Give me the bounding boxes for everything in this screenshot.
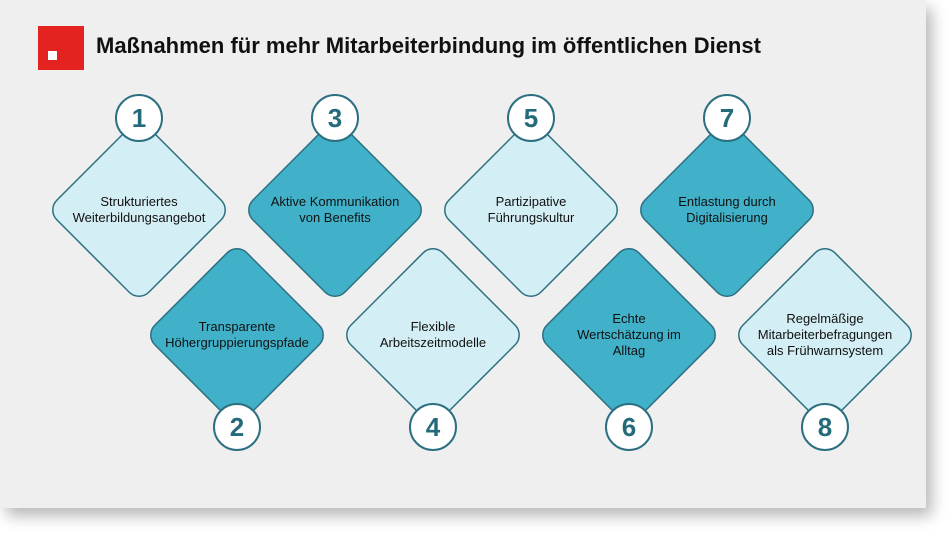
measure-label-line: Transparente [199, 319, 276, 334]
measure-label-line: Wertschätzung im [577, 327, 681, 342]
measure-diamond [542, 248, 716, 422]
measure-number: 3 [328, 103, 342, 133]
measure-label-line: Weiterbildungsangebot [73, 210, 206, 225]
measure-label-line: Führungskultur [488, 210, 575, 225]
measure-diamond [248, 123, 422, 297]
measure-diamond [444, 123, 618, 297]
measure-number: 8 [818, 412, 832, 442]
brand-logo [38, 26, 84, 70]
measure-number: 4 [426, 412, 441, 442]
page-title: Maßnahmen für mehr Mitarbeiterbindung im… [96, 33, 761, 58]
measure-number: 6 [622, 412, 636, 442]
measure-label-line: Aktive Kommunikation [271, 194, 400, 209]
measure-number: 1 [132, 103, 146, 133]
measure-diamond [52, 123, 226, 297]
measure-label-line: als Frühwarnsystem [767, 343, 883, 358]
measure-label-line: Regelmäßige [786, 311, 863, 326]
measure-diamond [346, 248, 520, 422]
number-circle [409, 403, 457, 451]
measure-number: 5 [524, 103, 538, 133]
measure-label-line: von Benefits [299, 210, 371, 225]
number-circle [115, 94, 163, 142]
measure-label-line: Echte [612, 311, 645, 326]
measure-label-line: Entlastung durch [678, 194, 776, 209]
number-circle [703, 94, 751, 142]
measure-label-line: Strukturiertes [100, 194, 178, 209]
measure-label-line: Partizipative [496, 194, 567, 209]
measure-label-line: Arbeitszeitmodelle [380, 335, 486, 350]
number-circle [213, 403, 261, 451]
measure-label-line: Höhergruppierungspfade [165, 335, 309, 350]
measure-number: 7 [720, 103, 734, 133]
measure-label-line: Digitalisierung [686, 210, 768, 225]
number-circle [801, 403, 849, 451]
measure-number: 2 [230, 412, 244, 442]
measure-label-line: Alltag [613, 343, 646, 358]
measure-diamond [150, 248, 324, 422]
measure-diamond [640, 123, 814, 297]
measure-diamond [738, 248, 912, 422]
number-circle [605, 403, 653, 451]
number-circle [507, 94, 555, 142]
measure-label-line: Mitarbeiterbefragungen [758, 327, 892, 342]
measure-label-line: Flexible [411, 319, 456, 334]
number-circle [311, 94, 359, 142]
